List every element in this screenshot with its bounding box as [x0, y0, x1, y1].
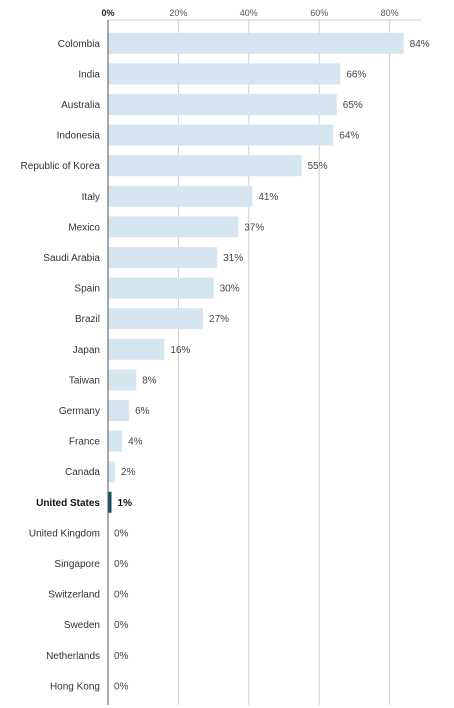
category-label: Singapore [54, 559, 100, 570]
data-label: 0% [114, 651, 129, 662]
category-labels: Colombia India Australia Indonesia Republic … [21, 39, 101, 693]
bar [108, 461, 116, 483]
data-label: 66% [346, 69, 366, 80]
bar [108, 430, 123, 452]
data-label: 27% [209, 314, 229, 325]
category-label: Canada [65, 467, 100, 478]
category-label: France [69, 437, 101, 448]
bar [108, 155, 302, 177]
bar [108, 63, 341, 85]
data-label: 41% [258, 192, 278, 203]
bar [108, 216, 239, 238]
bars [108, 32, 404, 513]
data-label: 0% [114, 681, 129, 692]
category-label: Sweden [64, 620, 100, 631]
data-label: 64% [339, 131, 359, 142]
data-label: 0% [114, 620, 129, 631]
category-label: Australia [61, 100, 100, 111]
data-label: 0% [114, 528, 129, 539]
x-tick-label: 80% [381, 8, 399, 18]
data-label: 4% [128, 437, 143, 448]
category-label: Germany [59, 406, 100, 417]
data-label: 6% [135, 406, 150, 417]
bar [108, 338, 165, 360]
category-label: Mexico [68, 222, 100, 233]
bar [108, 247, 218, 268]
bar [108, 124, 334, 146]
bar [108, 94, 337, 115]
bar [108, 369, 137, 391]
bar [108, 185, 253, 207]
category-label: Colombia [58, 39, 101, 50]
data-label: 0% [114, 559, 129, 570]
category-label: Italy [82, 192, 100, 203]
x-tick-label: 40% [240, 8, 258, 18]
bar [108, 400, 130, 421]
category-label: Republic of Korea [21, 161, 101, 172]
bar [108, 491, 112, 513]
data-label: 2% [121, 467, 136, 478]
category-label: Japan [73, 345, 100, 356]
data-label: 84% [410, 39, 430, 50]
data-label: 37% [244, 222, 264, 233]
data-label: 55% [308, 161, 328, 172]
data-label: 16% [170, 345, 190, 356]
x-tick-label: 60% [310, 8, 328, 18]
data-label: 65% [343, 100, 363, 111]
bar [108, 308, 204, 330]
data-label: 30% [220, 284, 240, 295]
data-label: 1% [118, 498, 133, 509]
category-label: Saudi Arabia [43, 253, 100, 264]
category-label: United States [36, 498, 100, 509]
x-tick-label: 20% [169, 8, 187, 18]
category-label: Indonesia [57, 131, 101, 142]
value-labels: 84% 66% 65% 64% 55% 41% 37% 31% 30% 27% 16% 8% 6% 4% 2… [114, 39, 430, 693]
bar [108, 32, 404, 54]
data-label: 31% [223, 253, 243, 264]
category-label: Hong Kong [50, 681, 100, 692]
x-tick-label: 0% [101, 8, 114, 18]
data-label: 8% [142, 375, 157, 386]
category-label: Netherlands [46, 651, 100, 662]
bar [108, 277, 214, 299]
category-label: Brazil [75, 314, 100, 325]
category-label: Switzerland [48, 590, 100, 601]
category-label: India [78, 69, 100, 80]
data-label: 0% [114, 590, 129, 601]
gridlines [108, 19, 422, 705]
category-label: Taiwan [69, 375, 100, 386]
x-axis-ticks: 0% 20% 40% 60% 80% [101, 8, 398, 18]
category-label: Spain [74, 284, 100, 295]
category-label: United Kingdom [29, 528, 100, 539]
